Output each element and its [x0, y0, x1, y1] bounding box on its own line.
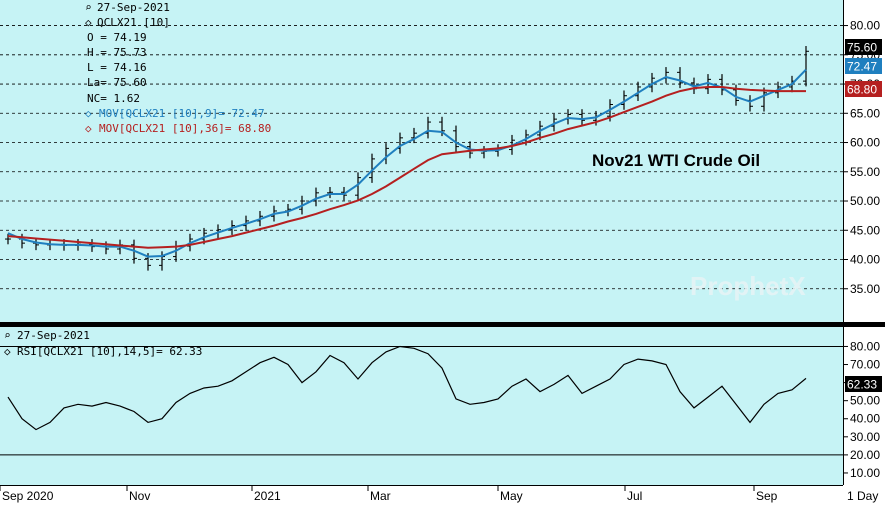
x-tick-label: 2021 — [254, 489, 281, 503]
price-y-tick-label: 45.00 — [850, 223, 880, 237]
rsi-magnifier-icon[interactable]: ⌕ — [4, 329, 11, 342]
rsi-gridlines — [0, 345, 843, 456]
diamond-icon: ◇ — [85, 16, 92, 29]
price-y-tick-label: 60.00 — [850, 136, 880, 150]
magnifier-icon[interactable]: ⌕ — [85, 1, 92, 14]
last-price-badge — [845, 39, 882, 55]
rsi-legend: ⌕ 27-Sep-2021 ◇ RSI[QCLX21 [10],14,5]= 6… — [4, 329, 202, 358]
rsi-label: RSI[QCLX21 [10],14,5]= 62.33 — [17, 345, 202, 358]
rsi-series — [7, 345, 807, 431]
rsi-diamond-icon: ◇ — [4, 345, 11, 358]
header-legend: ⌕ 27-Sep-2021 ◇ QCLX21 [10] O = 74.19 H … — [85, 1, 271, 135]
price-y-tick-label: 35.00 — [850, 282, 880, 296]
rsi-y-tick-label: 30.00 — [850, 430, 880, 444]
rsi-date: 27-Sep-2021 — [17, 329, 90, 342]
ma-fast-badge — [845, 58, 882, 74]
ma-fast-diamond-icon: ◇ — [85, 107, 92, 120]
rsi-y-tick-label: 10.00 — [850, 466, 880, 480]
header-last: La= 75.60 — [87, 76, 147, 89]
value-badges: 75.60 72.47 68.80 62.33 — [845, 39, 882, 392]
rsi-panel — [0, 327, 843, 485]
rsi-badge-text: 62.33 — [847, 378, 877, 392]
rsi-y-tick-label: 20.00 — [850, 448, 880, 462]
x-tick-label: Nov — [129, 489, 150, 503]
rsi-y-tick-label: 50.00 — [850, 394, 880, 408]
price-y-tick-label: 65.00 — [850, 106, 880, 120]
header-low: L = 74.16 — [87, 61, 147, 74]
rsi-y-tick-label: 70.00 — [850, 358, 880, 372]
rsi-badge — [845, 376, 882, 392]
x-tick-label: Sep — [756, 489, 778, 503]
ma-slow-line — [7, 86, 806, 249]
ma-fast-badge-text: 72.47 — [847, 60, 877, 74]
rsi-y-tick-label: 40.00 — [850, 412, 880, 426]
ma-slow-diamond-icon: ◇ — [85, 122, 92, 135]
last-price-badge-text: 75.60 — [847, 41, 877, 55]
x-tick-label: Mar — [370, 489, 391, 503]
panel-separator[interactable] — [0, 322, 885, 327]
price-panel — [0, 0, 843, 322]
header-open: O = 74.19 — [87, 31, 147, 44]
price-y-tick-label: 55.00 — [850, 165, 880, 179]
header-ma-slow: MOV[QCLX21 [10],36]= 68.80 — [99, 122, 271, 135]
ma-slow-badge — [845, 81, 882, 97]
ma-slow-badge-text: 68.80 — [847, 83, 877, 97]
ma-fast-line — [7, 68, 807, 258]
price-y-tick-label: 40.00 — [850, 253, 880, 267]
header-net-change: NC= 1.62 — [87, 92, 140, 105]
x-tick-label: 1 Day — [847, 489, 878, 503]
x-tick-label: Sep 2020 — [2, 489, 54, 503]
x-axis: Sep 2020 Nov 2021 Mar May Jul Sep 1 Day — [0, 485, 878, 503]
header-ma-fast: MOV[QCLX21 [10],9]= 72.47 — [99, 107, 265, 120]
x-axis-strip — [0, 485, 885, 505]
header-date: 27-Sep-2021 — [97, 1, 170, 14]
watermark-logo: ProphetX — [690, 271, 806, 301]
x-tick-label: Jul — [627, 489, 642, 503]
header-symbol: QCLX21 [10] — [97, 16, 170, 29]
x-tick-label: May — [500, 489, 523, 503]
rsi-line — [7, 345, 807, 431]
price-y-tick-label: 80.00 — [850, 19, 880, 33]
price-y-tick-label: 50.00 — [850, 194, 880, 208]
chart-title: Nov21 WTI Crude Oil — [592, 151, 760, 170]
rsi-y-tick-label: 80.00 — [850, 339, 880, 353]
header-high: H = 75.73 — [87, 46, 147, 59]
price-series — [5, 46, 809, 271]
